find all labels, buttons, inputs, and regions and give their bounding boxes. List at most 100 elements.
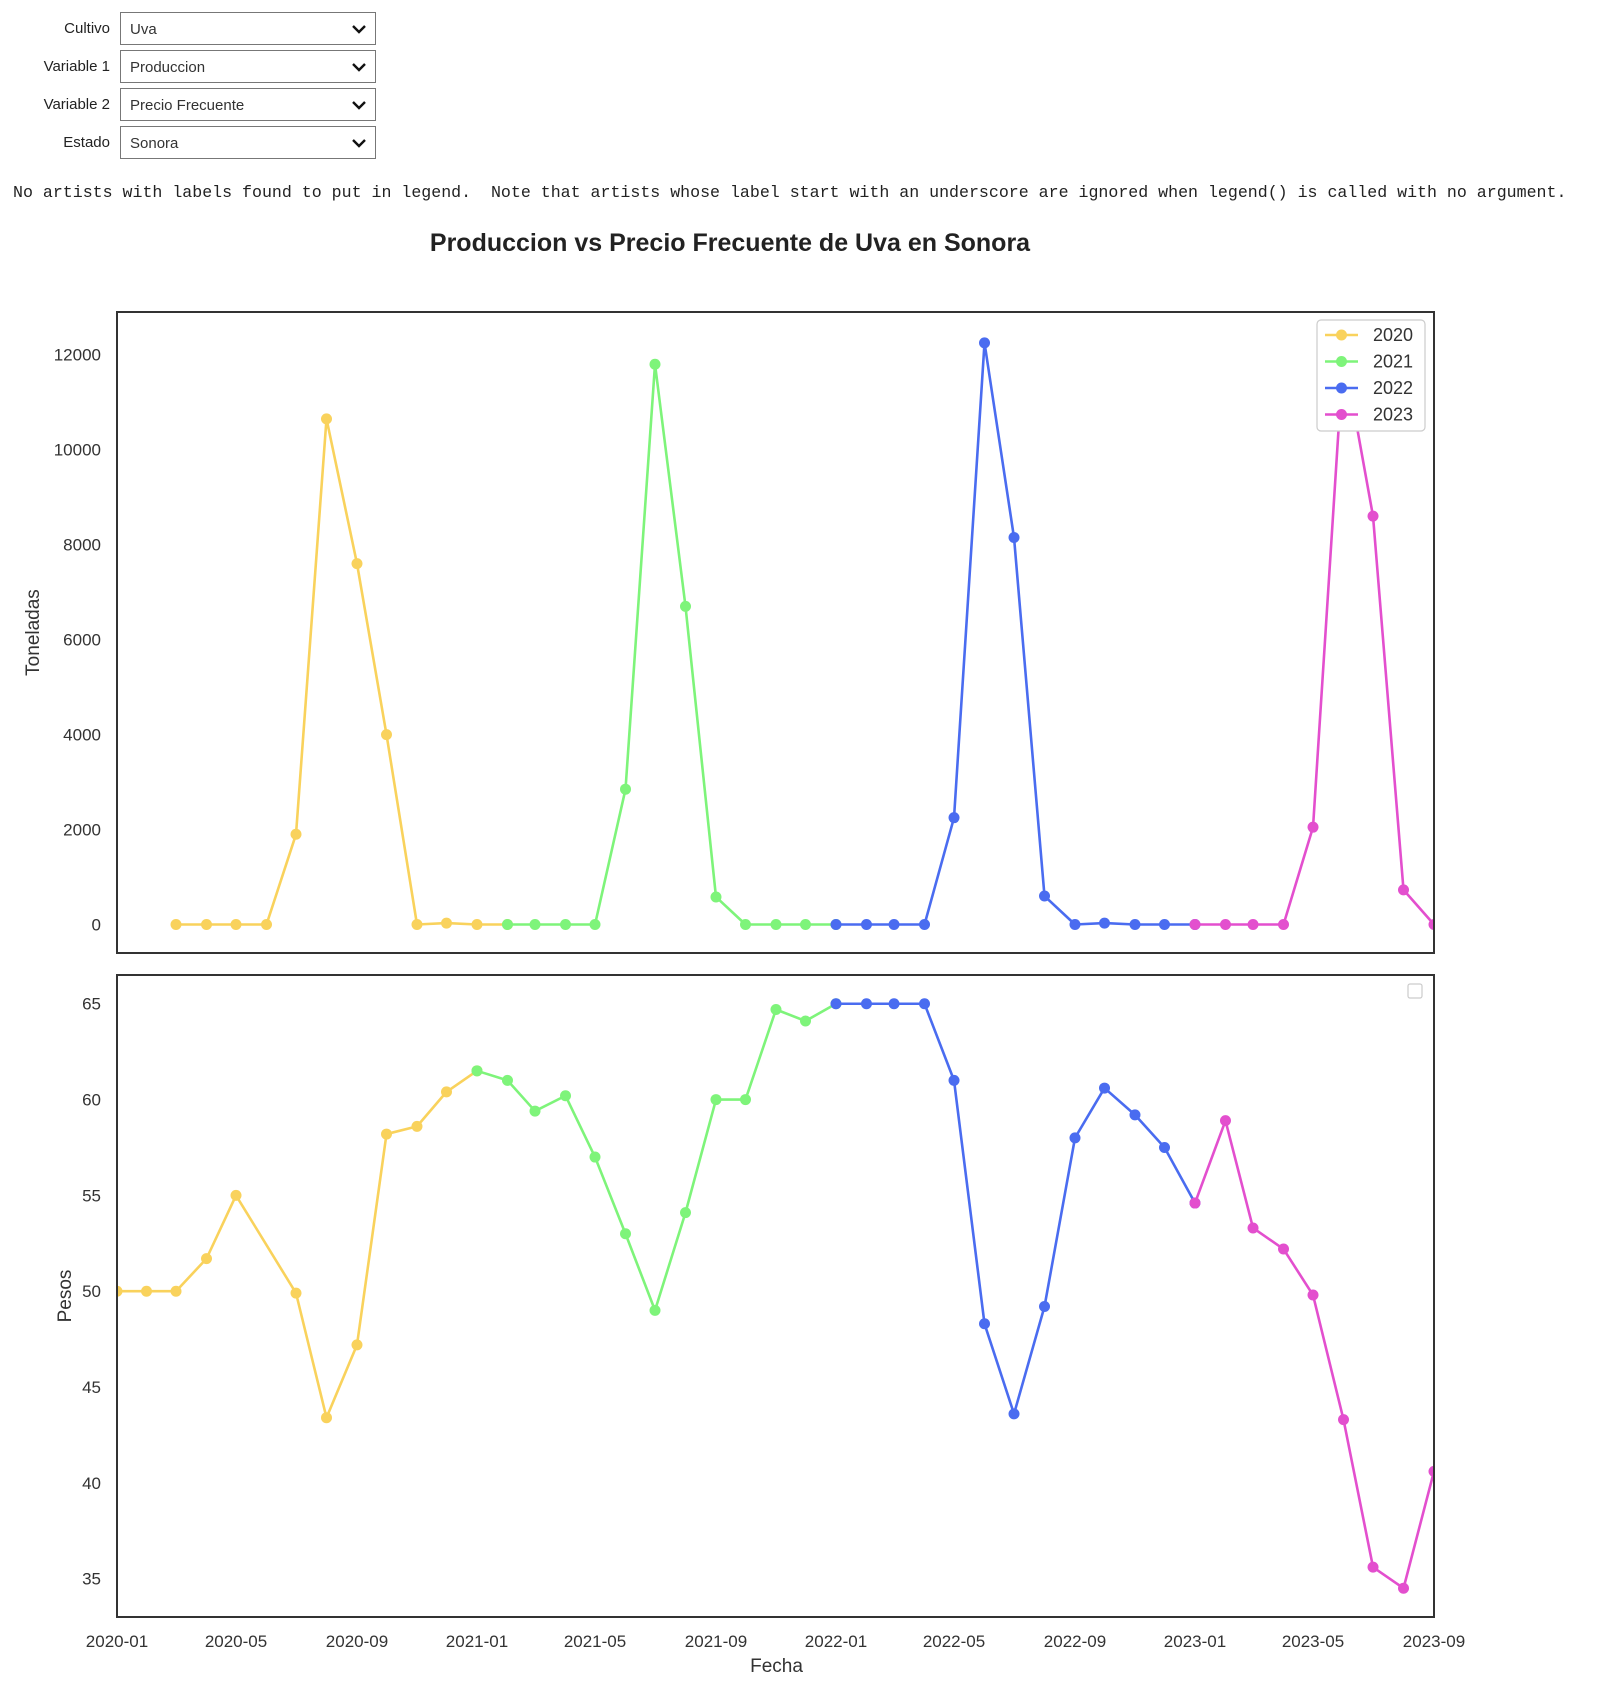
variable-2-dropdown[interactable]: Precio Frecuente: [120, 88, 376, 121]
data-point-2023-2023-02: [1219, 919, 1231, 931]
data-point-2022-2022-03-01: [888, 998, 900, 1010]
series-line-2021: [476, 1002, 837, 1312]
data-point-2022-2022-11: [1129, 919, 1141, 931]
x-axis-label: Fecha: [750, 1656, 803, 1677]
data-point-2022-2022-11-01: [1129, 1109, 1141, 1121]
data-point-2023-2023-04: [1278, 919, 1290, 931]
legend-label-2021: 2021: [1373, 352, 1413, 372]
data-point-2020-2020-08: [321, 413, 333, 425]
data-point-2021-2021-11-01: [770, 1003, 782, 1015]
y-tick-label: 35: [82, 1570, 101, 1589]
y-axis-label: Pesos: [55, 1270, 76, 1323]
data-point-2023-2023-03-01: [1247, 1222, 1259, 1234]
data-point-2021-2021-06-01: [620, 1228, 632, 1240]
x-tick-label: 2023-01: [1164, 1632, 1226, 1651]
y-tick-label: 10000: [54, 441, 101, 460]
legend-box: [1316, 319, 1426, 432]
data-point-2020-2020-01-01: [117, 1285, 123, 1297]
cultivo-dropdown[interactable]: Uva: [120, 12, 376, 45]
y-axis-label: Toneladas: [23, 589, 44, 676]
x-tick-label: 2021-01: [446, 1632, 508, 1651]
series-line-2020: [176, 417, 508, 926]
estado-dropdown-value: Sonora: [130, 135, 179, 152]
data-point-2022-2022-10-01: [1099, 1082, 1111, 1094]
data-point-2021-2021-02-01: [501, 1074, 513, 1086]
data-point-2022-2022-04-01: [919, 998, 931, 1010]
data-point-2020-2020-04-01: [201, 1253, 213, 1265]
chevron-down-icon: [352, 101, 366, 110]
data-point-2023-2023-07-01: [1367, 1561, 1379, 1573]
data-point-2021-2021-08-01: [680, 1207, 692, 1219]
y-tick-label: 40: [82, 1474, 101, 1493]
y-tick-label: 2000: [63, 821, 101, 840]
variable-1-dropdown[interactable]: Produccion: [120, 50, 376, 83]
data-point-2020-2020-09-01: [351, 1339, 363, 1351]
y-tick-label: 55: [82, 1186, 101, 1205]
variable-1-dropdown-value: Produccion: [130, 59, 206, 76]
data-point-2020-2020-07-01: [290, 1287, 302, 1299]
series-line-2023: [1193, 1119, 1434, 1590]
data-point-2020-2020-03-01: [170, 1285, 182, 1297]
cultivo-dropdown-value: Uva: [130, 21, 157, 38]
x-tick-label: 2022-09: [1044, 1632, 1106, 1651]
data-point-2022-2022-10: [1099, 917, 1111, 929]
variable-2-dropdown-value: Precio Frecuente: [130, 97, 245, 114]
data-point-2022-2022-07: [1008, 532, 1020, 544]
data-point-2020-2020-12: [440, 917, 452, 929]
data-point-2020-2020-10: [380, 729, 392, 741]
legend-marker-2020: [1336, 329, 1347, 341]
data-point-2023-2023-05: [1307, 821, 1319, 833]
series-line-2022: [835, 341, 1195, 926]
data-point-2020-2020-04: [201, 919, 213, 931]
data-point-2023-2023-04-01: [1278, 1243, 1290, 1255]
data-point-2023-2023-08-01: [1398, 1582, 1410, 1594]
y-tick-label: 4000: [63, 726, 101, 745]
x-tick-label: 2023-09: [1403, 1632, 1465, 1651]
data-point-2021-2021-04: [560, 919, 572, 931]
data-point-2020-2021-01: [471, 919, 483, 931]
data-point-2021-2021-10-01: [740, 1094, 752, 1106]
control-label-variable-1: Variable 1: [43, 58, 110, 75]
series-line-2022: [835, 1002, 1197, 1416]
data-point-2023-2023-02-01: [1219, 1115, 1231, 1127]
data-point-2021-2021-05: [589, 919, 601, 931]
data-point-2020-2020-11-01: [411, 1120, 423, 1132]
data-point-2021-2021-02: [501, 919, 513, 931]
data-point-2021-2021-06: [620, 783, 632, 795]
chevron-down-icon: [352, 25, 366, 34]
plot-area-1: [170, 337, 1434, 931]
axes-frame-1: [116, 311, 1435, 954]
legend-label-2023: 2023: [1373, 405, 1413, 425]
data-point-2022-2022-08: [1039, 890, 1051, 902]
y-tick-label: 45: [82, 1378, 101, 1397]
x-tick-label: 2020-01: [86, 1632, 148, 1651]
chevron-down-icon: [352, 139, 366, 148]
data-point-2022-2022-08-01: [1039, 1301, 1051, 1313]
x-tick-label: 2020-05: [205, 1632, 267, 1651]
chart-title: Produccion vs Precio Frecuente de Uva en…: [430, 229, 1031, 257]
data-point-2023-2023-09-01: [1428, 1465, 1434, 1477]
data-point-2020-2020-05: [230, 919, 242, 931]
data-point-2022-2022-06: [979, 337, 991, 349]
data-point-2020-2020-08-01: [321, 1412, 333, 1424]
data-point-2022-2022-12-01: [1159, 1141, 1171, 1153]
legend-warning-output: No artists with labels found to put in l…: [13, 183, 1567, 202]
data-point-2023-2023-09: [1428, 919, 1434, 931]
data-point-2023-2023-05-01: [1307, 1289, 1319, 1301]
data-point-2023-2023-01-01: [1189, 1197, 1201, 1209]
y-tick-label: 50: [82, 1282, 101, 1301]
x-tick-label: 2020-09: [326, 1632, 388, 1651]
data-point-2023-2023-03: [1247, 919, 1259, 931]
data-point-2022-2022-09-01: [1069, 1132, 1081, 1144]
data-point-2022-2022-05: [948, 812, 960, 824]
data-point-2022-2022-06-01: [979, 1318, 991, 1330]
control-label-cultivo: Cultivo: [64, 20, 110, 37]
estado-dropdown[interactable]: Sonora: [120, 126, 376, 159]
x-tick-label: 2021-05: [564, 1632, 626, 1651]
data-point-2021-2021-09-01: [710, 1094, 722, 1106]
x-tick-label: 2021-09: [685, 1632, 747, 1651]
y-tick-label: 0: [92, 916, 101, 935]
data-point-2020-2020-09: [351, 558, 363, 570]
data-point-2021-2021-03: [529, 919, 541, 931]
data-point-2022-2022-05-01: [948, 1074, 960, 1086]
